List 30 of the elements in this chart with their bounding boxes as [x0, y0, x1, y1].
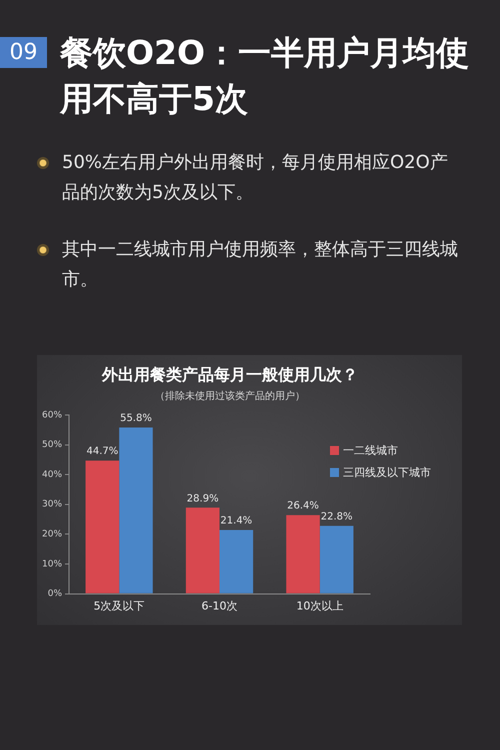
data-label: 21.4%	[220, 516, 252, 527]
bar	[86, 460, 120, 594]
y-tick-label: 60%	[42, 410, 62, 420]
text: 其中一二线城市用户使用频率，整体高于三四线城市。	[62, 238, 459, 292]
legend-label: 三四线及以下城市	[343, 464, 431, 480]
y-tick-label: 50%	[42, 440, 62, 450]
y-tick-label: 40%	[42, 470, 62, 480]
text: 50%左右用户外出用餐时，每月使用相应O2O产品的次数为5次及以下。	[62, 151, 449, 205]
data-label: 22.8%	[320, 511, 353, 522]
bar	[220, 530, 254, 594]
y-tick-label: 10%	[42, 559, 62, 570]
data-label: 26.4%	[287, 500, 319, 512]
data-label: 28.9%	[186, 493, 219, 504]
bar	[186, 508, 220, 594]
data-label: 44.7%	[86, 446, 118, 458]
bar	[286, 515, 320, 594]
legend-label: 一二线城市	[343, 442, 398, 458]
text: 09	[0, 37, 47, 68]
data-label: 55.8%	[120, 413, 152, 424]
y-tick-label: 30%	[42, 500, 62, 510]
x-tick-label: 6-10次	[202, 599, 238, 612]
x-tick-label: 5次及以下	[94, 599, 145, 612]
x-tick-label: 10次以上	[296, 599, 344, 612]
bar	[119, 428, 153, 594]
text: 餐饮O2O：一半用户月均使用不高于5次	[60, 32, 470, 120]
chart-subtitle: （排除未使用过该类产品的用户）	[154, 390, 306, 403]
y-tick-label: 0%	[48, 589, 62, 600]
y-tick-label: 20%	[42, 530, 62, 540]
bar	[320, 526, 354, 594]
chart-title: 外出用餐类产品每月一般使用几次？	[100, 365, 359, 386]
